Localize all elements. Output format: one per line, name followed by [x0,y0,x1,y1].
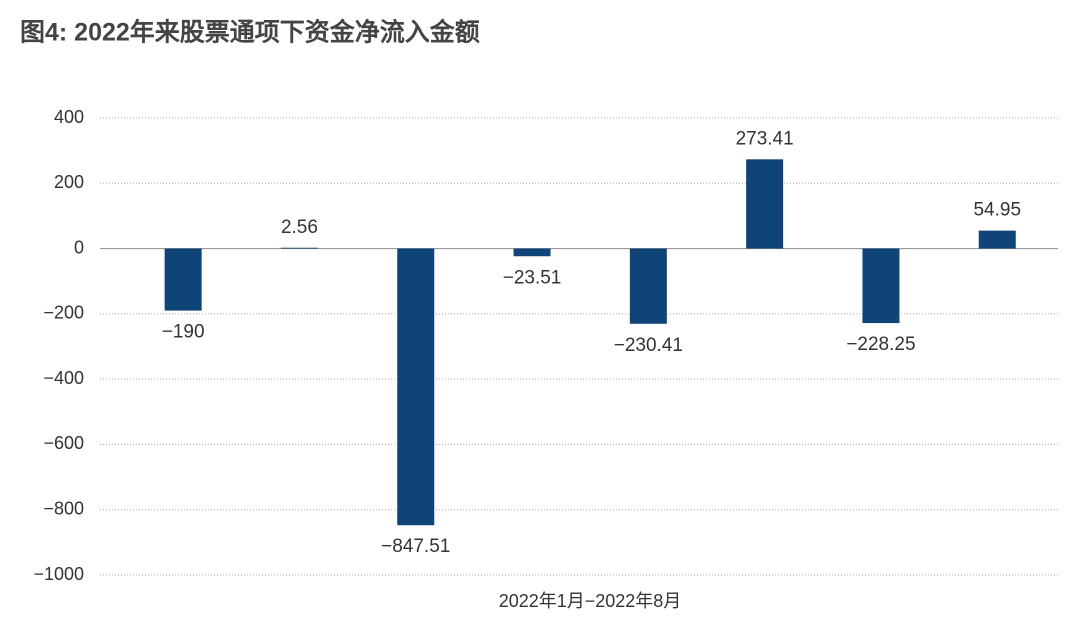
y-tick-label: −1000 [33,564,84,584]
bar [397,248,435,526]
y-tick-label: −800 [43,498,84,518]
value-label: −190 [162,322,205,343]
y-tick-label: −600 [43,433,84,453]
value-label: 273.41 [736,128,794,149]
x-axis-label: 2022年1月−2022年8月 [499,591,682,611]
y-tick-label: 200 [54,172,84,192]
y-tick-label: −400 [43,368,84,388]
y-tick-label: −200 [43,303,84,323]
value-label: −23.51 [503,267,562,288]
value-label: 2.56 [281,217,318,238]
bar [978,230,1016,249]
value-label: −847.51 [381,536,450,557]
y-tick-label: 0 [74,237,84,257]
bar [280,247,318,249]
bar [862,248,900,324]
bar [513,248,551,257]
bar [746,159,784,249]
chart-title: 图4: 2022年来股票通项下资金净流入金额 [20,18,480,47]
value-label: −230.41 [614,335,683,356]
bar [164,248,202,311]
value-label: −228.25 [846,334,915,355]
bar [629,248,667,324]
y-tick-label: 400 [54,107,84,127]
value-label: 54.95 [973,200,1021,221]
